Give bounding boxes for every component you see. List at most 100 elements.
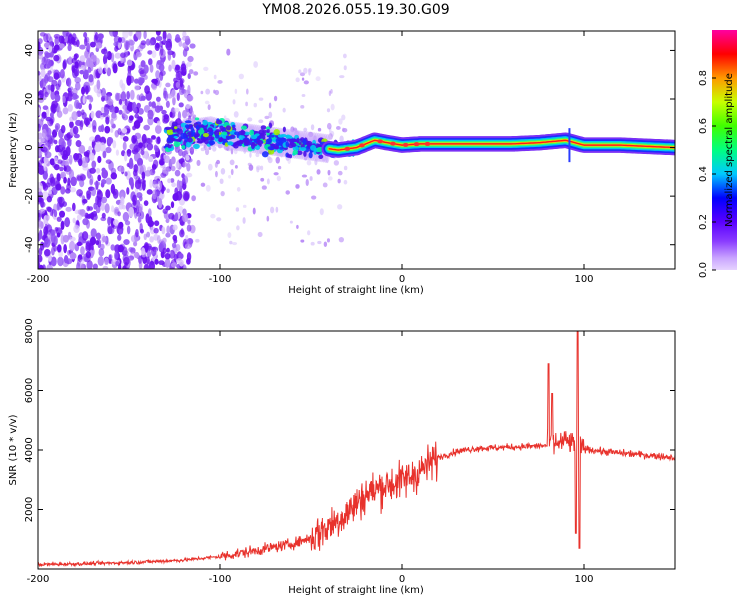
noise-blob xyxy=(330,88,333,94)
y-tick-label: 2000 xyxy=(24,497,35,522)
noise-blob xyxy=(228,174,232,179)
noise-blob xyxy=(76,214,83,221)
ridge-blob xyxy=(167,144,172,149)
noise-blob xyxy=(45,182,51,188)
noise-blob xyxy=(49,158,56,166)
noise-blob xyxy=(62,96,66,104)
noise-blob xyxy=(214,161,218,168)
ridge-blob xyxy=(275,137,283,144)
noise-blob xyxy=(158,198,163,209)
noise-blob xyxy=(216,159,221,165)
noise-blob xyxy=(89,236,97,246)
noise-blob xyxy=(84,212,89,219)
spectrogram-scatter xyxy=(38,31,349,269)
noise-blob xyxy=(301,174,308,178)
noise-blob xyxy=(63,244,67,254)
noise-blob xyxy=(44,72,51,82)
noise-blob xyxy=(143,31,147,40)
noise-blob xyxy=(88,213,94,219)
ridge-blob xyxy=(285,135,293,139)
noise-blob xyxy=(44,51,49,56)
noise-blob xyxy=(88,74,94,83)
noise-blob xyxy=(104,125,111,134)
noise-blob xyxy=(267,157,273,164)
noise-blob xyxy=(104,203,110,214)
noise-blob xyxy=(50,90,56,101)
noise-blob xyxy=(91,160,97,169)
noise-blob xyxy=(261,185,267,190)
ridge-blob xyxy=(292,150,299,156)
ridge-blob xyxy=(273,128,280,136)
noise-blob xyxy=(295,77,300,83)
noise-blob xyxy=(108,31,116,37)
noise-blob xyxy=(145,90,152,101)
noise-blob xyxy=(71,111,78,121)
noise-blob xyxy=(126,91,131,100)
ridge-blob xyxy=(184,124,190,129)
noise-blob xyxy=(138,203,143,213)
noise-blob xyxy=(159,71,164,82)
noise-blob xyxy=(65,206,72,212)
noise-blob xyxy=(80,64,85,70)
noise-blob xyxy=(81,86,86,95)
noise-blob xyxy=(134,208,138,219)
ridge-blob xyxy=(215,119,223,125)
noise-blob xyxy=(69,186,77,193)
noise-blob xyxy=(114,52,122,59)
noise-blob xyxy=(89,152,95,161)
spectrogram-x-label: Height of straight line (km) xyxy=(288,285,424,296)
noise-blob xyxy=(163,113,169,120)
noise-blob xyxy=(151,101,156,109)
noise-blob xyxy=(172,224,178,231)
noise-blob xyxy=(242,204,247,208)
noise-blob xyxy=(79,120,84,131)
ridge-blob xyxy=(292,145,299,152)
noise-blob xyxy=(134,251,140,259)
noise-blob xyxy=(50,256,57,267)
colorbar-gradient xyxy=(712,30,737,270)
noise-blob xyxy=(76,39,80,48)
noise-blob xyxy=(200,182,206,187)
noise-blob xyxy=(76,175,83,181)
noise-blob xyxy=(171,156,176,165)
noise-blob xyxy=(117,234,122,241)
noise-blob xyxy=(132,135,138,143)
ridge-blob xyxy=(202,119,208,126)
noise-blob xyxy=(100,202,105,212)
noise-blob xyxy=(63,176,67,184)
x-tick-label: 100 xyxy=(574,574,593,585)
noise-blob xyxy=(308,69,311,76)
noise-blob xyxy=(92,210,98,217)
noise-blob xyxy=(165,40,173,51)
noise-blob xyxy=(107,137,114,145)
noise-blob xyxy=(135,228,139,238)
ridge-blob xyxy=(265,126,271,131)
noise-blob xyxy=(74,209,81,215)
noise-blob xyxy=(170,89,177,99)
noise-blob xyxy=(67,44,72,52)
noise-blob xyxy=(47,134,52,141)
noise-blob xyxy=(146,142,154,151)
noise-blob xyxy=(104,257,109,265)
noise-blob xyxy=(183,192,190,202)
noise-blob xyxy=(230,168,234,176)
noise-blob xyxy=(88,136,96,142)
noise-blob xyxy=(154,258,159,265)
noise-blob xyxy=(170,178,175,183)
noise-blob xyxy=(174,64,180,71)
noise-blob xyxy=(132,200,137,206)
ridge-blob xyxy=(180,132,187,140)
ridge-blob xyxy=(304,146,310,153)
noise-blob xyxy=(48,189,52,195)
noise-blob xyxy=(50,233,56,244)
noise-blob xyxy=(121,128,128,134)
noise-blob xyxy=(74,77,81,84)
noise-blob xyxy=(148,260,156,269)
noise-blob xyxy=(90,228,97,238)
noise-blob xyxy=(136,192,143,199)
noise-blob xyxy=(300,239,305,243)
noise-blob xyxy=(148,101,153,107)
noise-blob xyxy=(123,239,130,245)
noise-blob xyxy=(128,75,135,84)
